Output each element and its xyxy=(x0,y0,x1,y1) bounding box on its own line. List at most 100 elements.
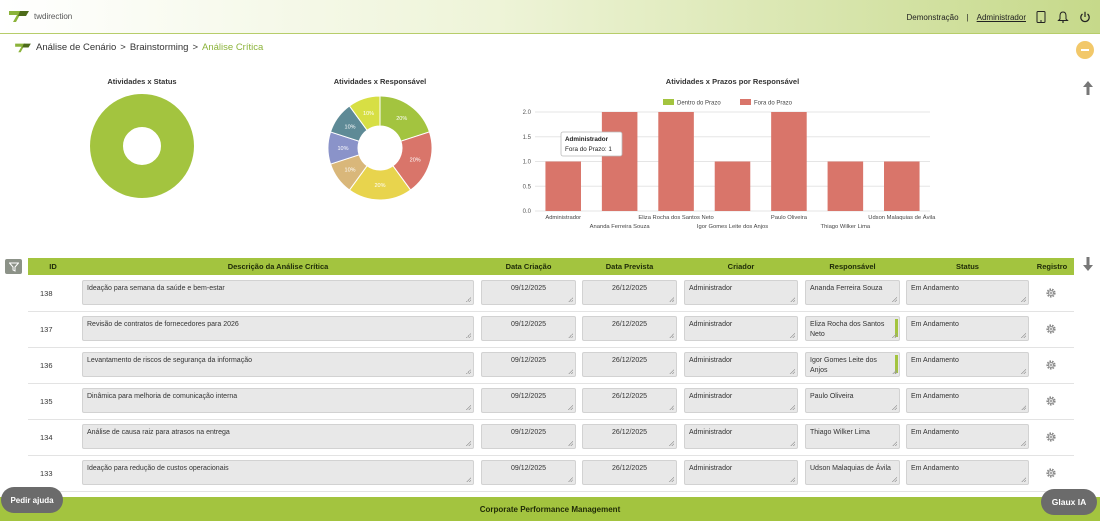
resize-grip-icon[interactable] xyxy=(1021,441,1026,446)
header-descricao[interactable]: Descrição da Análise Crítica xyxy=(227,262,329,271)
resize-grip-icon[interactable] xyxy=(466,297,471,302)
status-field[interactable]: Em Andamento xyxy=(906,352,1029,377)
data-criacao-field[interactable]: 09/12/2025 xyxy=(481,460,576,485)
criador-field[interactable]: Administrador xyxy=(684,424,798,449)
data-criacao-field[interactable]: 09/12/2025 xyxy=(481,388,576,413)
header-data-prevista[interactable]: Data Prevista xyxy=(605,262,654,271)
resize-grip-icon[interactable] xyxy=(669,333,674,338)
resize-grip-icon[interactable] xyxy=(892,297,897,302)
header-criador[interactable]: Criador xyxy=(727,262,755,271)
header-responsavel[interactable]: Responsável xyxy=(829,262,876,271)
user-link[interactable]: Administrador xyxy=(976,12,1026,22)
status-field[interactable]: Em Andamento xyxy=(906,460,1029,485)
descricao-field[interactable]: Análise de causa raiz para atrasos na en… xyxy=(82,424,474,449)
responsavel-field[interactable]: Udson Malaquias de Ávila xyxy=(805,460,900,485)
data-prevista-field[interactable]: 26/12/2025 xyxy=(582,352,677,377)
scroll-down-button[interactable] xyxy=(1082,256,1094,274)
descricao-field[interactable]: Ideação para semana da saúde e bem-estar xyxy=(82,280,474,305)
resize-grip-icon[interactable] xyxy=(790,477,795,482)
criador-field[interactable]: Administrador xyxy=(684,316,798,341)
resize-grip-icon[interactable] xyxy=(1021,477,1026,482)
resize-grip-icon[interactable] xyxy=(790,369,795,374)
help-button[interactable]: Pedir ajuda xyxy=(1,487,63,513)
resize-grip-icon[interactable] xyxy=(892,405,897,410)
resize-grip-icon[interactable] xyxy=(466,405,471,410)
resize-grip-icon[interactable] xyxy=(568,477,573,482)
gear-icon[interactable] xyxy=(1045,467,1057,479)
glaux-ia-button[interactable]: Glaux IA xyxy=(1041,489,1097,515)
criador-field[interactable]: Administrador xyxy=(684,280,798,305)
resize-grip-icon[interactable] xyxy=(466,477,471,482)
responsavel-field[interactable]: Eliza Rocha dos Santos Neto xyxy=(805,316,900,341)
resize-grip-icon[interactable] xyxy=(669,369,674,374)
resize-grip-icon[interactable] xyxy=(466,333,471,338)
data-prevista-field[interactable]: 26/12/2025 xyxy=(582,424,677,449)
gear-icon[interactable] xyxy=(1045,395,1057,407)
demo-link[interactable]: Demonstração xyxy=(906,12,959,22)
header-registro[interactable]: Registro xyxy=(1036,262,1068,271)
breadcrumb-item-brainstorming[interactable]: Brainstorming xyxy=(129,42,189,53)
resize-grip-icon[interactable] xyxy=(1021,405,1026,410)
status-field[interactable]: Em Andamento xyxy=(906,316,1029,341)
bell-icon[interactable] xyxy=(1056,10,1070,24)
resize-grip-icon[interactable] xyxy=(669,477,674,482)
status-field[interactable]: Em Andamento xyxy=(906,424,1029,449)
resize-grip-icon[interactable] xyxy=(790,405,795,410)
data-prevista-field[interactable]: 26/12/2025 xyxy=(582,460,677,485)
resize-grip-icon[interactable] xyxy=(568,405,573,410)
power-icon[interactable] xyxy=(1078,10,1092,24)
resize-grip-icon[interactable] xyxy=(892,333,897,338)
gear-icon[interactable] xyxy=(1045,431,1057,443)
descricao-field[interactable]: Levantamento de riscos de segurança da i… xyxy=(82,352,474,377)
data-prevista-field[interactable]: 26/12/2025 xyxy=(582,316,677,341)
filter-button[interactable] xyxy=(5,259,22,274)
resize-grip-icon[interactable] xyxy=(669,405,674,410)
status-field[interactable]: Em Andamento xyxy=(906,388,1029,413)
descricao-field[interactable]: Revisão de contratos de fornecedores par… xyxy=(82,316,474,341)
resize-grip-icon[interactable] xyxy=(466,369,471,374)
resize-grip-icon[interactable] xyxy=(669,297,674,302)
tablet-icon[interactable] xyxy=(1034,10,1048,24)
descricao-field[interactable]: Ideação para redução de custos operacion… xyxy=(82,460,474,485)
resize-grip-icon[interactable] xyxy=(1021,333,1026,338)
scroll-up-button[interactable] xyxy=(1082,80,1094,98)
descricao-field[interactable]: Dinâmica para melhoria de comunicação in… xyxy=(82,388,474,413)
resize-grip-icon[interactable] xyxy=(568,441,573,446)
resize-grip-icon[interactable] xyxy=(568,297,573,302)
header-data-criacao[interactable]: Data Criação xyxy=(505,262,552,271)
resize-grip-icon[interactable] xyxy=(568,333,573,338)
responsavel-field[interactable]: Thiago Wilker Lima xyxy=(805,424,900,449)
collapse-button[interactable] xyxy=(1076,41,1094,59)
criador-field[interactable]: Administrador xyxy=(684,388,798,413)
responsavel-field[interactable]: Igor Gomes Leite dos Anjos xyxy=(805,352,900,377)
scrollbar-thumb[interactable] xyxy=(895,319,898,337)
gear-icon[interactable] xyxy=(1045,287,1057,299)
breadcrumb-item-analise-cenario[interactable]: Análise de Cenário xyxy=(36,42,117,53)
resize-grip-icon[interactable] xyxy=(790,441,795,446)
resize-grip-icon[interactable] xyxy=(892,477,897,482)
status-field[interactable]: Em Andamento xyxy=(906,280,1029,305)
data-prevista-field[interactable]: 26/12/2025 xyxy=(582,388,677,413)
resize-grip-icon[interactable] xyxy=(466,441,471,446)
data-criacao-field[interactable]: 09/12/2025 xyxy=(481,424,576,449)
data-criacao-field[interactable]: 09/12/2025 xyxy=(481,352,576,377)
resize-grip-icon[interactable] xyxy=(790,333,795,338)
responsavel-field[interactable]: Paulo Oliveira xyxy=(805,388,900,413)
header-status[interactable]: Status xyxy=(956,262,979,271)
header-id[interactable]: ID xyxy=(49,262,57,271)
criador-field[interactable]: Administrador xyxy=(684,460,798,485)
gear-icon[interactable] xyxy=(1045,323,1057,335)
resize-grip-icon[interactable] xyxy=(669,441,674,446)
resize-grip-icon[interactable] xyxy=(568,369,573,374)
data-criacao-field[interactable]: 09/12/2025 xyxy=(481,280,576,305)
gear-icon[interactable] xyxy=(1045,359,1057,371)
resize-grip-icon[interactable] xyxy=(892,441,897,446)
resize-grip-icon[interactable] xyxy=(1021,297,1026,302)
data-criacao-field[interactable]: 09/12/2025 xyxy=(481,316,576,341)
data-prevista-field[interactable]: 26/12/2025 xyxy=(582,280,677,305)
resize-grip-icon[interactable] xyxy=(790,297,795,302)
app-logo[interactable]: twdirection xyxy=(8,9,72,23)
resize-grip-icon[interactable] xyxy=(892,369,897,374)
resize-grip-icon[interactable] xyxy=(1021,369,1026,374)
responsavel-field[interactable]: Ananda Ferreira Souza xyxy=(805,280,900,305)
